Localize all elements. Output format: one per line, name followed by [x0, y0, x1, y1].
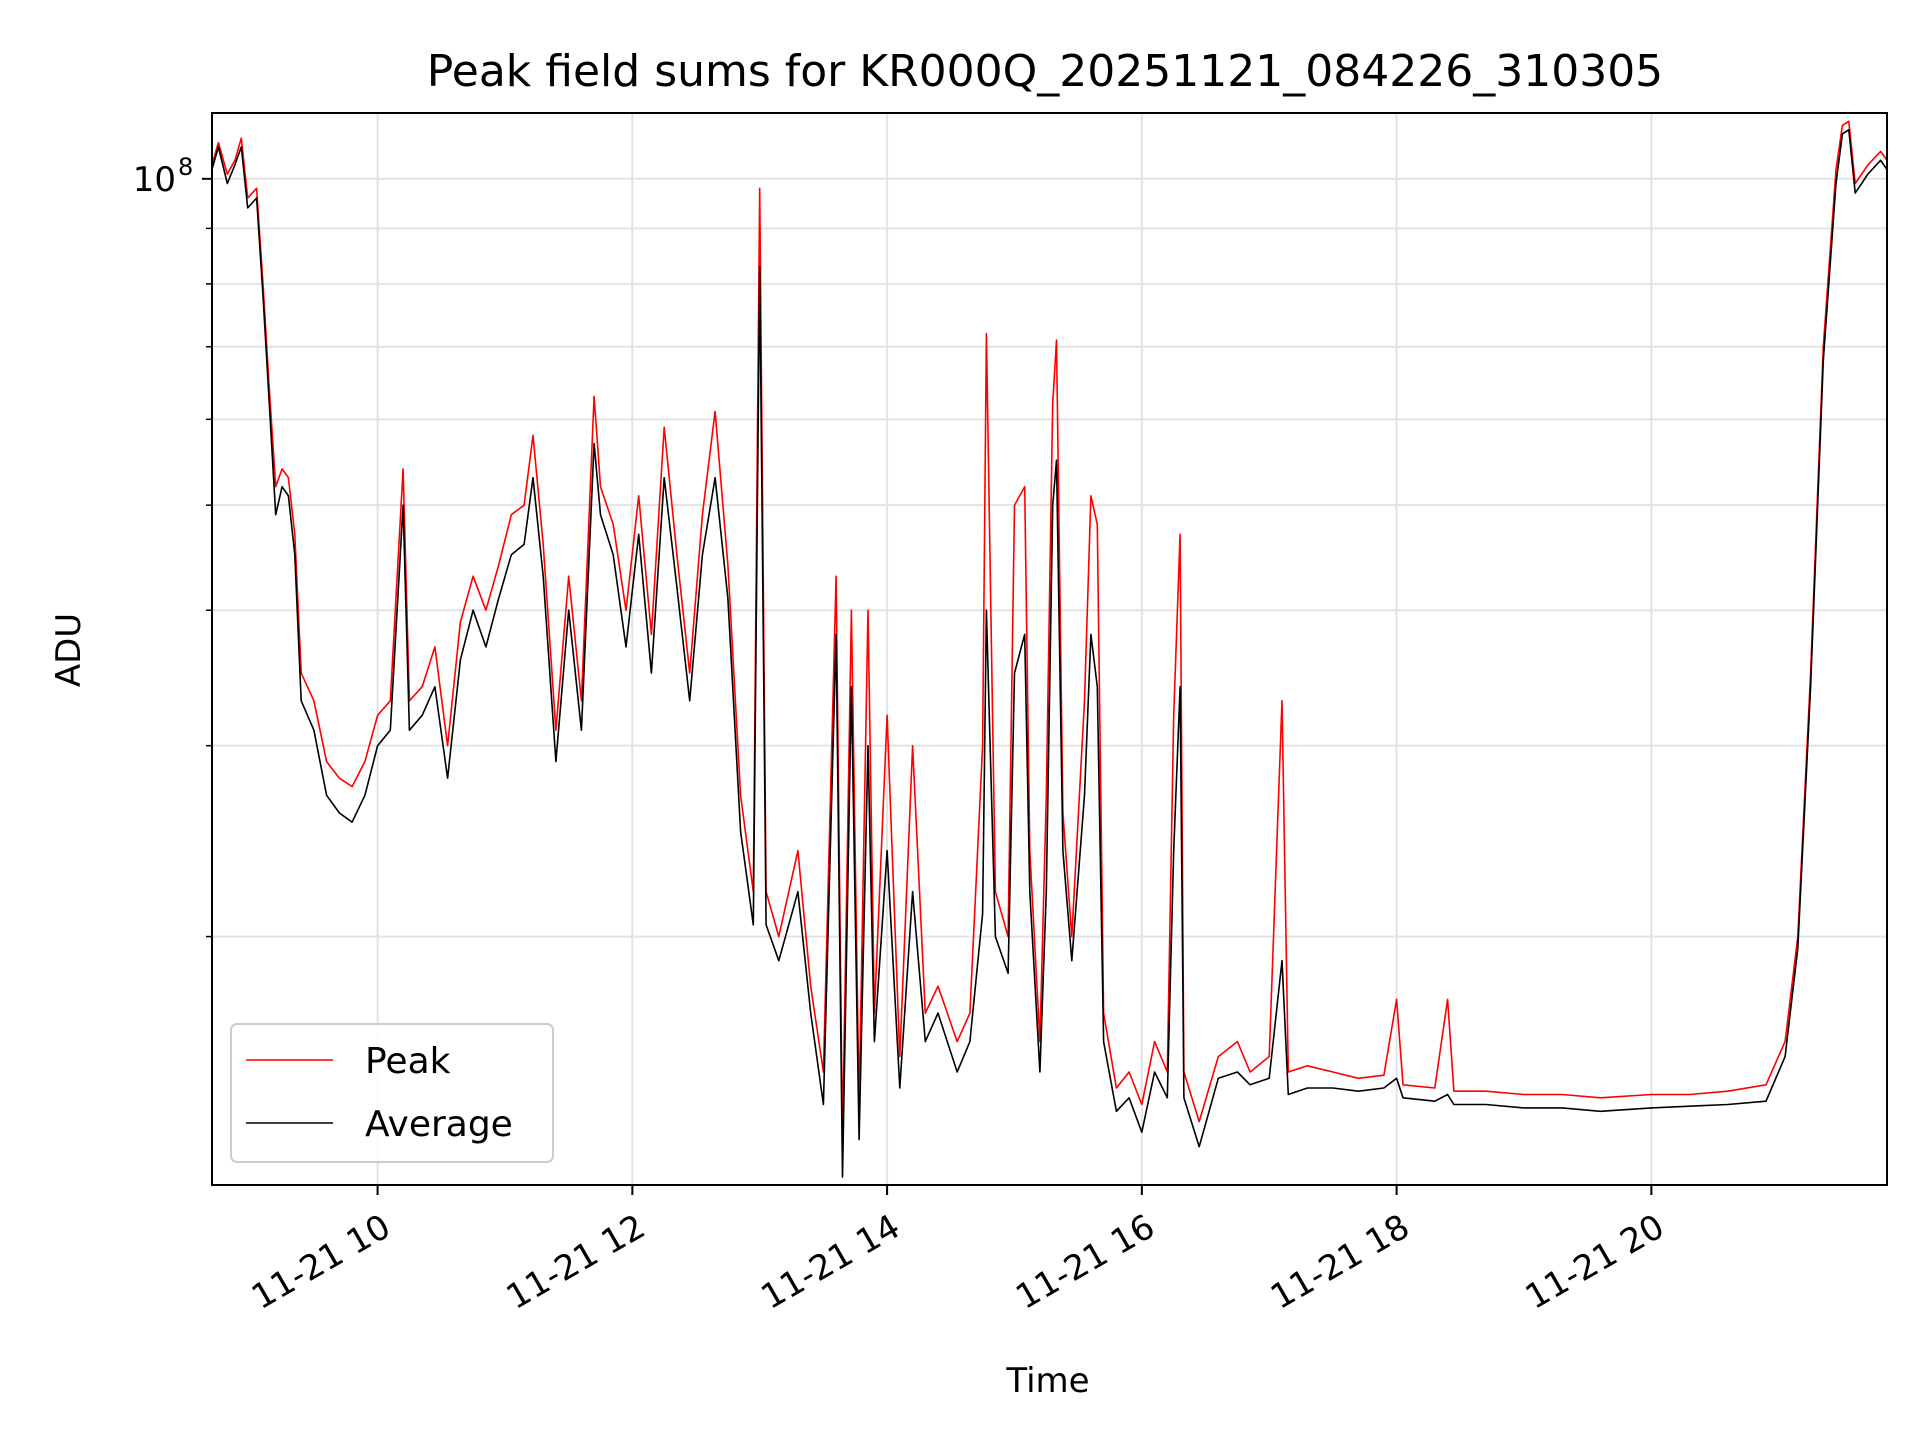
chart-title: Peak field sums for KR000Q_20251121_0842… [427, 46, 1663, 97]
legend-box [230, 1023, 554, 1163]
y-tick-label: 10 [133, 160, 176, 200]
series-layer [212, 120, 1887, 1178]
legend-label-average: Average [365, 1104, 513, 1145]
legend-label-peak: Peak [365, 1041, 451, 1082]
legend: Peak Average [230, 1023, 554, 1163]
y-tick-label-exponent: 8 [178, 153, 193, 181]
series-line-peak [212, 120, 1887, 1141]
y-tick-label-base: 10 [133, 160, 176, 200]
plot-frame [211, 112, 1888, 1186]
x-axis-label: Time [1005, 1361, 1089, 1401]
series-line-average [212, 128, 1887, 1178]
y-axis-label: ADU [49, 613, 89, 687]
